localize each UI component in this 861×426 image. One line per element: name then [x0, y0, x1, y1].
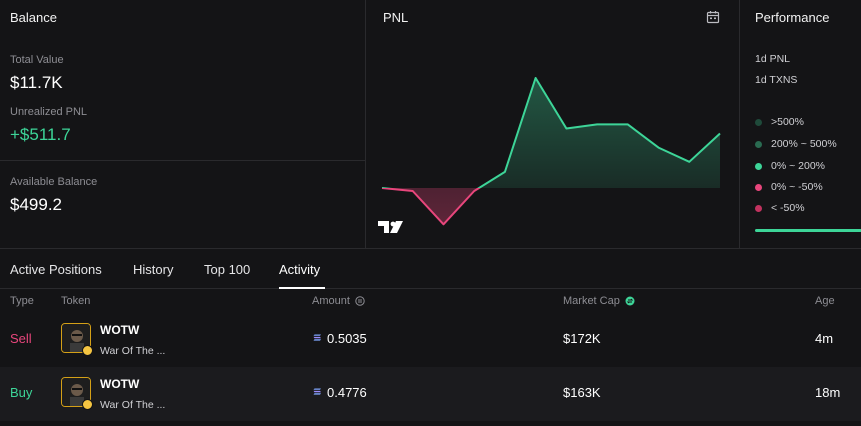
header-amount[interactable]: Amount [312, 295, 365, 307]
tab-history[interactable]: History [133, 262, 174, 277]
legend-label: 0% ~ -50% [771, 181, 823, 193]
active-tab-indicator [279, 287, 325, 289]
legend-dot [755, 204, 762, 212]
age-cell: 18m [815, 385, 841, 400]
legend-label: < -50% [771, 202, 805, 214]
table-row[interactable]: Buy WOTW War Of The ... 0.4776 $163K 18m [0, 367, 861, 421]
pnl-title: PNL [383, 10, 409, 25]
legend-label: 0% ~ 200% [771, 160, 825, 172]
legend-dot [755, 118, 762, 126]
market-cap-cell: $172K [563, 331, 601, 346]
token-symbol[interactable]: WOTW [100, 323, 140, 337]
balance-panel: Balance Total Value $11.7K Unrealized PN… [0, 0, 366, 248]
txns-1d-label: 1d TXNS [755, 74, 798, 86]
header-amount-label: Amount [312, 295, 350, 307]
total-value: $11.7K [10, 73, 63, 92]
balance-divider [0, 160, 366, 161]
swap-icon[interactable] [625, 296, 635, 306]
chain-badge-icon [82, 399, 93, 410]
header-market-cap[interactable]: Market Cap [563, 295, 635, 307]
pnl-chart [381, 77, 721, 226]
pnl-line-negative [381, 188, 481, 226]
header-market-cap-label: Market Cap [563, 295, 620, 307]
available-balance-label: Available Balance [10, 176, 98, 188]
calendar-icon[interactable] [706, 10, 720, 24]
pnl-panel: PNL [367, 0, 739, 248]
solana-icon [313, 334, 321, 341]
header-age: Age [815, 295, 835, 307]
legend-item: >500% [755, 116, 804, 128]
table-row[interactable]: Sell WOTW War Of The ... 0.5035 $172K 4m [0, 313, 861, 367]
type-cell: Sell [10, 331, 32, 346]
legend-dot [755, 162, 762, 170]
header-type: Type [10, 295, 34, 307]
performance-title: Performance [755, 10, 830, 25]
pnl-line-positive [382, 77, 721, 188]
total-value-label: Total Value [10, 54, 64, 66]
chain-badge-icon [82, 345, 93, 356]
token-avatar [61, 323, 91, 353]
balance-title: Balance [10, 10, 57, 25]
header-token: Token [61, 295, 91, 307]
legend-item: 200% ~ 500% [755, 138, 837, 150]
tab-top-100[interactable]: Top 100 [204, 262, 251, 277]
pnl-positive-area [382, 78, 720, 188]
unrealized-pnl-value: +$511.7 [10, 125, 71, 144]
tab-active-positions[interactable]: Active Positions [10, 262, 102, 277]
tab-bar: Active Positions History Top 100 Activit… [0, 248, 861, 289]
legend-dot [755, 140, 762, 148]
market-cap-cell: $163K [563, 385, 601, 400]
legend-item: 0% ~ 200% [755, 160, 825, 172]
amount-cell: 0.4776 [327, 385, 367, 400]
age-cell: 4m [815, 331, 834, 346]
tradingview-logo-icon [378, 221, 403, 233]
solana-icon [313, 388, 321, 395]
performance-panel: Performance 1d PNL 1d TXNS >500% 200% ~ … [739, 0, 861, 248]
amount-cell: 0.5035 [327, 331, 367, 346]
unrealized-pnl-label: Unrealized PNL [10, 106, 88, 118]
token-name: War Of The ... [100, 345, 166, 357]
legend-item: < -50% [755, 202, 805, 214]
legend-label: >500% [771, 116, 804, 128]
pnl-1d-label: 1d PNL [755, 53, 791, 65]
tab-activity[interactable]: Activity [279, 262, 321, 277]
currency-toggle-icon[interactable] [355, 296, 365, 306]
legend-label: 200% ~ 500% [771, 138, 837, 150]
available-balance-value: $499.2 [10, 195, 62, 214]
token-name: War Of The ... [100, 399, 166, 411]
token-symbol[interactable]: WOTW [100, 377, 140, 391]
performance-bar [755, 229, 861, 232]
legend-dot [755, 183, 762, 191]
legend-item: 0% ~ -50% [755, 181, 823, 193]
type-cell: Buy [10, 385, 33, 400]
pnl-negative-area [382, 188, 720, 225]
